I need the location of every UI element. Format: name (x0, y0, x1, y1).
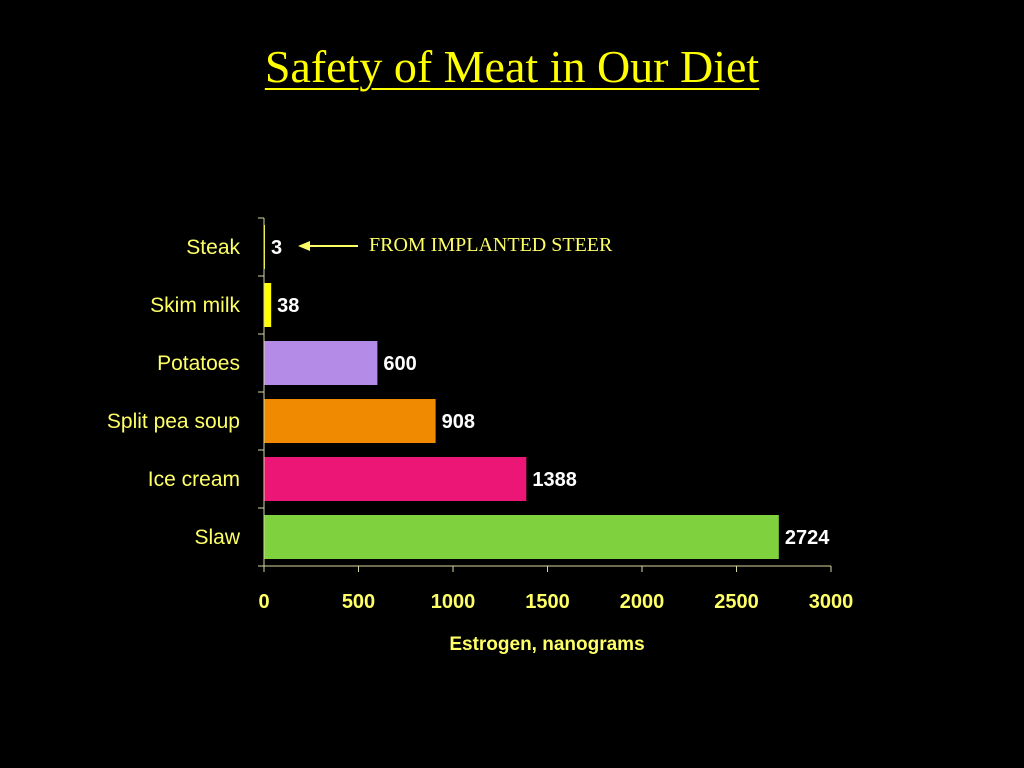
bar-potatoes (264, 341, 378, 385)
value-label-skim-milk: 38 (277, 295, 299, 317)
x-tick-label: 2500 (714, 591, 759, 613)
x-tick-label: 0 (258, 591, 269, 613)
category-label-skim-milk: Skim milk (150, 294, 240, 317)
annotation-arrowhead (298, 241, 310, 251)
bars-layer (264, 225, 779, 559)
value-label-split-pea-soup: 908 (442, 411, 475, 433)
category-label-ice-cream: Ice cream (148, 468, 240, 491)
x-tick-label: 1000 (431, 591, 476, 613)
bar-slaw (264, 515, 779, 559)
slide-title: Safety of Meat in Our Diet (264, 41, 760, 92)
value-label-slaw: 2724 (785, 527, 830, 549)
category-label-potatoes: Potatoes (157, 352, 240, 375)
category-label-slaw: Slaw (194, 526, 240, 549)
labels-layer: Steak 3 Skim milk 38 Potatoes 600 Split pea so… (107, 236, 853, 613)
annotation-layer: FROM IMPLANTED STEER (298, 234, 613, 256)
bar-split-pea-soup (264, 399, 436, 443)
category-label-split-pea-soup: Split pea soup (107, 410, 240, 433)
x-axis-title: Estrogen, nanograms (449, 634, 644, 655)
bar-ice-cream (264, 457, 527, 501)
value-label-potatoes: 600 (383, 353, 416, 375)
annotation-text: FROM IMPLANTED STEER (369, 234, 613, 256)
axis-layer (258, 217, 832, 572)
bar-skim-milk (264, 283, 272, 327)
x-tick-label: 1500 (525, 591, 570, 613)
x-tick-label: 3000 (809, 591, 854, 613)
value-label-ice-cream: 1388 (532, 469, 577, 491)
category-label-steak: Steak (186, 236, 240, 259)
x-tick-label: 2000 (620, 591, 665, 613)
value-label-steak: 3 (271, 237, 282, 259)
x-tick-label: 500 (342, 591, 375, 613)
